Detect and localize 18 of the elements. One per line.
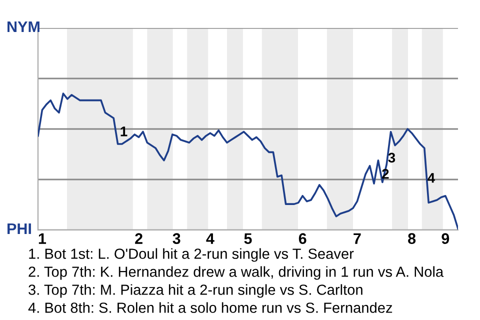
x-tick-label: 9 xyxy=(442,233,450,244)
x-tick-label: 8 xyxy=(408,233,416,244)
text: 3. Top 7th: M. Piazza hit a 2-run single vs S. Carlton xyxy=(28,284,362,298)
text: 4. Bot 8th: S. Rolen hit a solo home run vs S. Fernandez xyxy=(28,302,392,313)
x-tick-label: 3 xyxy=(172,233,180,244)
x-tick-label: 4 xyxy=(206,233,214,244)
ref-line-label: PHI xyxy=(8,223,31,234)
annotation: 1 xyxy=(120,126,128,136)
ref-line-label: NYM xyxy=(8,21,40,32)
annotation: 4 xyxy=(428,173,435,183)
annotation: 3 xyxy=(388,152,396,163)
text: 1. Bot 1st: L. O'Doul hit a 2-run single vs T. Seaver xyxy=(29,248,354,262)
text: 2. Top 7th: K. Hernandez drew a walk, driving in 1 run vs A. Nola xyxy=(28,266,444,280)
x-tick-label: 7 xyxy=(354,233,361,244)
x-tick-label: 6 xyxy=(298,233,306,244)
x-tick-label: 2 xyxy=(135,233,142,244)
x-tick-label: 1 xyxy=(38,233,46,244)
x-tick-label: 5 xyxy=(244,233,252,244)
